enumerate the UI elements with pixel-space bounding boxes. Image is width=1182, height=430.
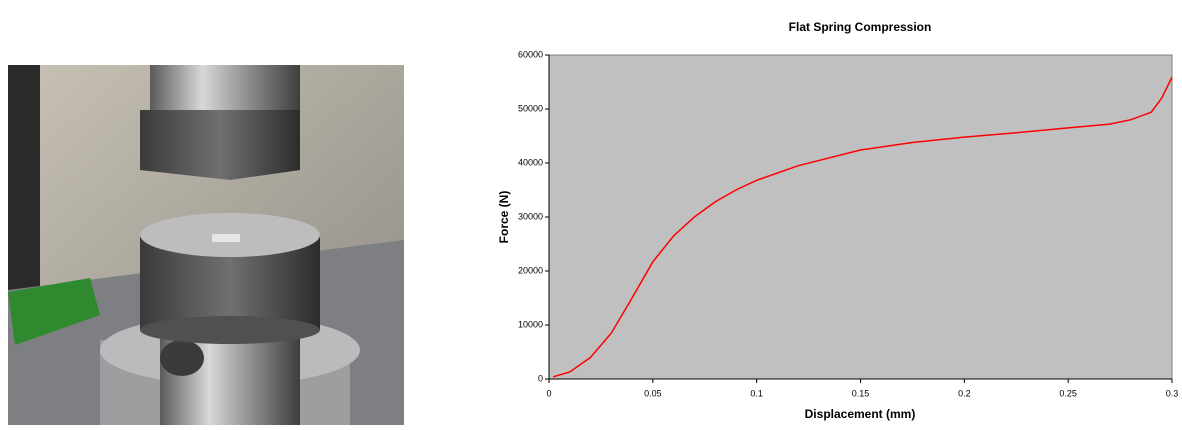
photo bbox=[8, 65, 404, 425]
x-axis-label: Displacement (mm) bbox=[805, 407, 916, 421]
y-tick-label: 10000 bbox=[518, 319, 543, 329]
x-tick-label: 0 bbox=[546, 388, 551, 398]
plot-area bbox=[548, 54, 1173, 380]
x-tick-label: 0.25 bbox=[1059, 388, 1077, 398]
x-tick-label: 0.05 bbox=[644, 388, 662, 398]
y-tick-label: 30000 bbox=[518, 211, 543, 221]
data-line bbox=[552, 76, 1173, 378]
y-tick-label: 60000 bbox=[518, 49, 543, 59]
y-tick-label: 40000 bbox=[518, 157, 543, 167]
y-tick-label: 20000 bbox=[518, 265, 543, 275]
x-tick-label: 0.15 bbox=[852, 388, 870, 398]
y-tick-label: 0 bbox=[538, 373, 543, 383]
x-tick-label: 0.1 bbox=[750, 388, 763, 398]
x-tick-label: 0.3 bbox=[1166, 388, 1179, 398]
y-tick-label: 50000 bbox=[518, 103, 543, 113]
y-axis-label: Force (N) bbox=[497, 191, 511, 244]
chart-title: Flat Spring Compression bbox=[789, 20, 932, 34]
x-tick-label: 0.2 bbox=[958, 388, 971, 398]
